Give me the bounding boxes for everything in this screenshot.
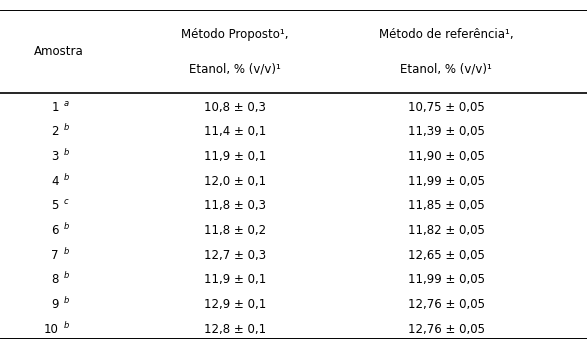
Text: 3: 3 xyxy=(51,150,59,163)
Text: b: b xyxy=(63,222,69,231)
Text: b: b xyxy=(63,296,69,305)
Text: 11,85 ± 0,05: 11,85 ± 0,05 xyxy=(408,199,484,213)
Text: 9: 9 xyxy=(51,298,59,311)
Text: Amostra: Amostra xyxy=(34,45,83,58)
Text: Etanol, % (v/v)¹: Etanol, % (v/v)¹ xyxy=(400,62,492,76)
Text: b: b xyxy=(63,271,69,280)
Text: b: b xyxy=(63,321,69,329)
Text: c: c xyxy=(63,197,68,206)
Text: 7: 7 xyxy=(51,249,59,262)
Text: 2: 2 xyxy=(51,125,59,138)
Text: 11,82 ± 0,05: 11,82 ± 0,05 xyxy=(408,224,484,237)
Text: 10: 10 xyxy=(44,323,59,336)
Text: 12,76 ± 0,05: 12,76 ± 0,05 xyxy=(407,298,485,311)
Text: 11,99 ± 0,05: 11,99 ± 0,05 xyxy=(407,175,485,188)
Text: 1: 1 xyxy=(51,101,59,114)
Text: 11,99 ± 0,05: 11,99 ± 0,05 xyxy=(407,273,485,286)
Text: 12,0 ± 0,1: 12,0 ± 0,1 xyxy=(204,175,266,188)
Text: 12,9 ± 0,1: 12,9 ± 0,1 xyxy=(204,298,266,311)
Text: 12,65 ± 0,05: 12,65 ± 0,05 xyxy=(408,249,484,262)
Text: 11,9 ± 0,1: 11,9 ± 0,1 xyxy=(204,150,266,163)
Text: Método Proposto¹,: Método Proposto¹, xyxy=(181,28,289,41)
Text: 12,76 ± 0,05: 12,76 ± 0,05 xyxy=(407,323,485,336)
Text: 12,8 ± 0,1: 12,8 ± 0,1 xyxy=(204,323,266,336)
Text: Método de referência¹,: Método de referência¹, xyxy=(379,28,514,41)
Text: b: b xyxy=(63,247,69,256)
Text: 11,39 ± 0,05: 11,39 ± 0,05 xyxy=(408,125,484,138)
Text: a: a xyxy=(63,99,69,108)
Text: 12,7 ± 0,3: 12,7 ± 0,3 xyxy=(204,249,266,262)
Text: 11,90 ± 0,05: 11,90 ± 0,05 xyxy=(408,150,484,163)
Text: 6: 6 xyxy=(51,224,59,237)
Text: 11,4 ± 0,1: 11,4 ± 0,1 xyxy=(204,125,266,138)
Text: 11,9 ± 0,1: 11,9 ± 0,1 xyxy=(204,273,266,286)
Text: 8: 8 xyxy=(51,273,59,286)
Text: 11,8 ± 0,2: 11,8 ± 0,2 xyxy=(204,224,266,237)
Text: 5: 5 xyxy=(51,199,59,213)
Text: 4: 4 xyxy=(51,175,59,188)
Text: b: b xyxy=(63,148,69,157)
Text: 10,75 ± 0,05: 10,75 ± 0,05 xyxy=(408,101,484,114)
Text: Etanol, % (v/v)¹: Etanol, % (v/v)¹ xyxy=(189,62,281,76)
Text: b: b xyxy=(63,172,69,181)
Text: 10,8 ± 0,3: 10,8 ± 0,3 xyxy=(204,101,266,114)
Text: b: b xyxy=(63,123,69,132)
Text: 11,8 ± 0,3: 11,8 ± 0,3 xyxy=(204,199,266,213)
